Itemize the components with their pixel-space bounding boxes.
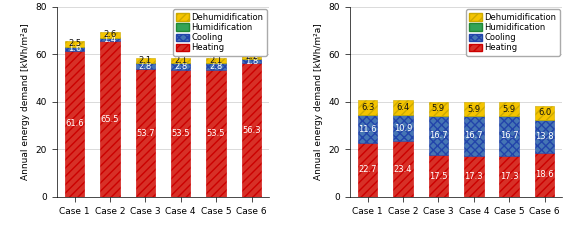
Text: 22.7: 22.7 <box>358 166 377 174</box>
Text: 2.8: 2.8 <box>139 62 152 71</box>
Bar <box>499 116 519 156</box>
Text: 17.3: 17.3 <box>500 172 519 181</box>
Text: 56.3: 56.3 <box>242 125 261 135</box>
Bar <box>464 116 483 156</box>
Text: 53.5: 53.5 <box>207 129 225 138</box>
Bar <box>206 70 226 197</box>
Bar <box>499 102 519 116</box>
Bar <box>206 58 226 63</box>
Bar <box>499 156 519 197</box>
Text: 16.7: 16.7 <box>500 131 519 141</box>
Bar <box>464 102 483 116</box>
Text: 5.9: 5.9 <box>467 105 481 114</box>
Text: 53.7: 53.7 <box>136 129 154 138</box>
Text: 6.3: 6.3 <box>361 104 374 112</box>
Text: 2.5: 2.5 <box>68 39 81 48</box>
Text: 65.5: 65.5 <box>101 115 119 124</box>
Bar <box>358 143 377 197</box>
Bar <box>171 58 190 63</box>
Text: 2.8: 2.8 <box>174 62 187 71</box>
Text: 6.4: 6.4 <box>396 103 410 112</box>
Text: 2.8: 2.8 <box>210 62 223 71</box>
Text: 1.6: 1.6 <box>68 44 81 53</box>
Bar <box>429 102 448 116</box>
Text: 11.6: 11.6 <box>358 125 377 134</box>
Text: 10.9: 10.9 <box>394 124 412 133</box>
Bar <box>136 69 155 197</box>
Bar <box>242 59 261 63</box>
Legend: Dehumidification, Humidification, Cooling, Heating: Dehumidification, Humidification, Coolin… <box>173 9 267 56</box>
Text: 53.5: 53.5 <box>172 129 190 138</box>
Bar <box>535 153 554 197</box>
Text: 16.7: 16.7 <box>429 131 448 140</box>
Text: 2.1: 2.1 <box>210 56 223 65</box>
Text: 6.0: 6.0 <box>538 108 552 117</box>
Bar <box>65 47 84 51</box>
Bar <box>464 156 483 197</box>
Bar <box>242 54 261 59</box>
Text: 2.2: 2.2 <box>245 52 258 61</box>
Text: 2.1: 2.1 <box>174 56 187 65</box>
Text: 13.8: 13.8 <box>535 132 554 141</box>
Text: 2.1: 2.1 <box>139 56 152 65</box>
Bar <box>393 100 413 115</box>
Text: 5.9: 5.9 <box>503 105 516 114</box>
Y-axis label: Annual energy demand [kWh/m²a]: Annual energy demand [kWh/m²a] <box>21 24 30 180</box>
Bar <box>535 120 554 153</box>
Bar <box>242 63 261 197</box>
Text: 1.4: 1.4 <box>103 35 116 44</box>
Text: 23.4: 23.4 <box>394 165 412 174</box>
Bar <box>171 70 190 197</box>
Bar <box>393 115 413 141</box>
Text: 16.7: 16.7 <box>465 131 483 141</box>
Bar <box>429 116 448 155</box>
Legend: Dehumidification, Humidification, Cooling, Heating: Dehumidification, Humidification, Coolin… <box>466 9 560 56</box>
Text: 17.5: 17.5 <box>429 172 448 181</box>
Bar <box>206 63 226 70</box>
Text: 1.8: 1.8 <box>245 57 258 65</box>
Bar <box>358 115 377 143</box>
Bar <box>65 51 84 197</box>
Text: 61.6: 61.6 <box>65 119 84 128</box>
Text: 18.6: 18.6 <box>535 170 554 179</box>
Bar <box>535 106 554 120</box>
Text: 17.3: 17.3 <box>465 172 483 181</box>
Bar <box>100 41 120 197</box>
Bar <box>100 38 120 41</box>
Bar <box>358 101 377 115</box>
Bar <box>429 155 448 197</box>
Y-axis label: Annual energy demand [kWh/m²a]: Annual energy demand [kWh/m²a] <box>314 24 323 180</box>
Bar <box>65 41 84 47</box>
Bar <box>136 58 155 63</box>
Bar <box>100 32 120 38</box>
Bar <box>393 141 413 197</box>
Bar <box>171 63 190 70</box>
Text: 5.9: 5.9 <box>432 104 445 113</box>
Bar <box>136 63 155 69</box>
Text: 2.6: 2.6 <box>103 30 116 39</box>
